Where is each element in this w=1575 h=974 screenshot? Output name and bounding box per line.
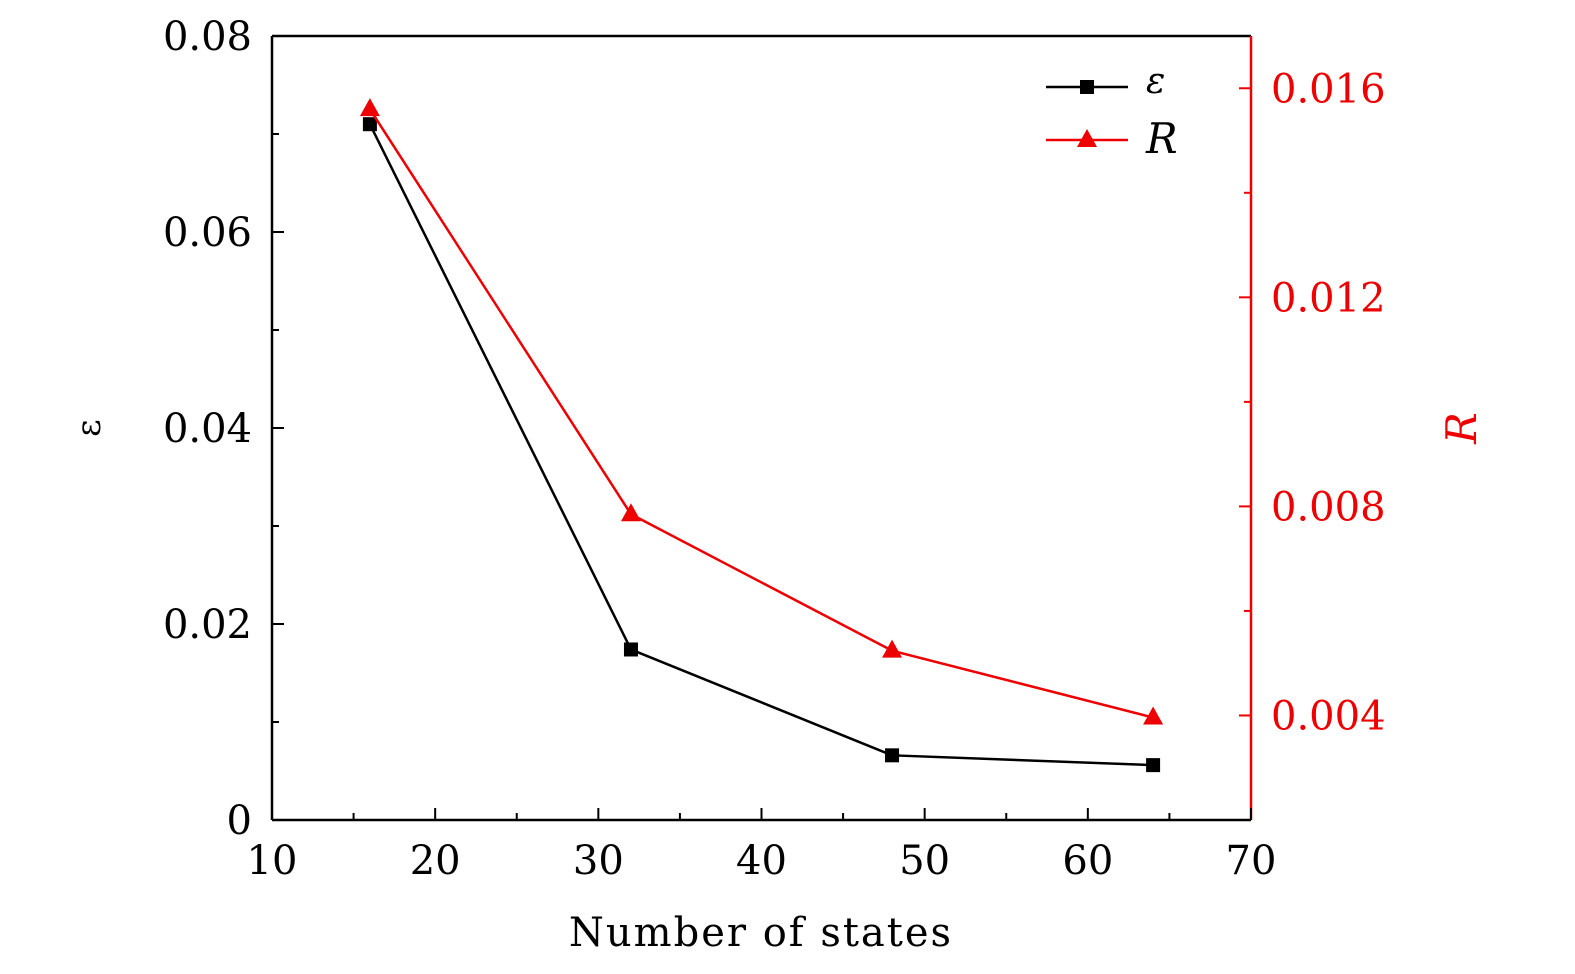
- x-tick-label: 20: [410, 838, 461, 884]
- x-axis-label: Number of states: [569, 910, 953, 956]
- legend-label: ε: [1146, 61, 1165, 102]
- legend-label: R: [1145, 114, 1178, 163]
- y2-tick-label: 0.008: [1271, 484, 1386, 530]
- x-tick-label: 40: [736, 838, 787, 884]
- y-tick-label: 0: [227, 798, 252, 844]
- x-tick-label: 60: [1062, 838, 1113, 884]
- y-axis-label: ε: [69, 419, 109, 437]
- y-tick-label: 0.04: [163, 406, 252, 452]
- y-tick-label: 0.08: [163, 14, 252, 60]
- data-point-square: [362, 117, 377, 132]
- data-point-triangle: [359, 98, 380, 117]
- y2-tick-label: 0.016: [1271, 66, 1386, 112]
- data-point-square: [623, 642, 638, 657]
- data-point-triangle: [882, 639, 903, 658]
- x-tick-label: 70: [1226, 838, 1277, 884]
- y-tick-label: 0.06: [163, 210, 252, 256]
- y2-tick-label: 0.012: [1271, 275, 1386, 321]
- legend-marker-square: [1080, 80, 1094, 94]
- data-point-triangle: [1143, 706, 1164, 725]
- series-line-r: [368, 108, 1154, 719]
- x-tick-label: 30: [573, 838, 624, 884]
- data-point-square: [1146, 758, 1161, 773]
- legend: εR: [1046, 61, 1178, 163]
- series-layer: [359, 98, 1164, 773]
- axes: 10 20 30 40 50 60 70 0 0.02 0.04 0.06 0.08 0.004 0.00…: [163, 14, 1386, 884]
- y2-tick-label: 0.004: [1271, 693, 1386, 739]
- data-point-square: [885, 748, 900, 763]
- legend-marker-triangle: [1077, 129, 1097, 147]
- y-tick-label: 0.02: [163, 602, 252, 648]
- series-line-epsilon: [368, 123, 1154, 767]
- x-tick-label: 50: [899, 838, 950, 884]
- x-tick-label: 10: [247, 838, 298, 884]
- data-point-triangle: [620, 503, 641, 522]
- y2-axis-label: R: [1437, 412, 1486, 445]
